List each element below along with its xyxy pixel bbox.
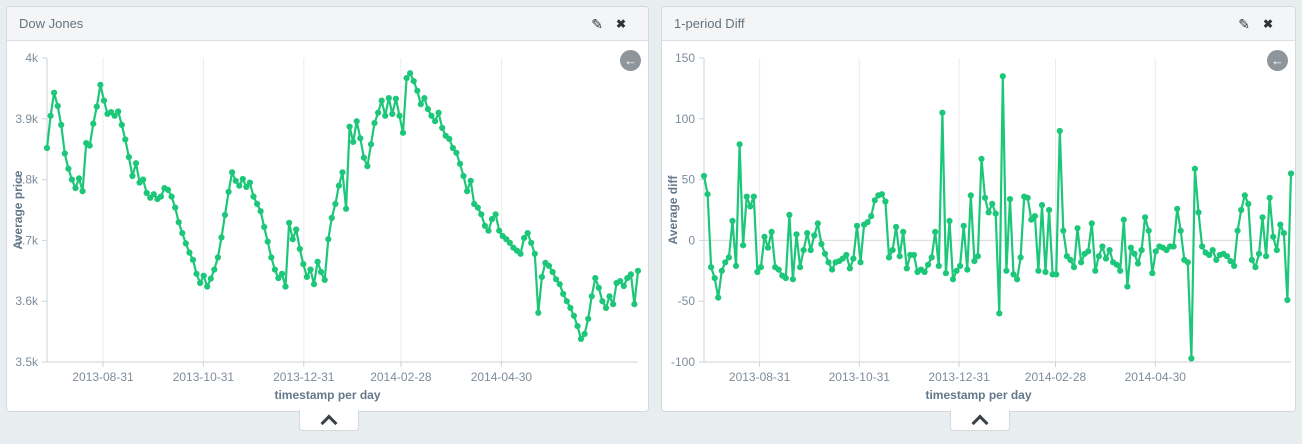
svg-text:-100: -100 [671, 355, 695, 369]
edit-panel-button[interactable]: ✎ [591, 17, 603, 31]
x-axis-label: timestamp per day [274, 388, 381, 402]
panel-title: 1-period Diff [674, 16, 745, 31]
x-axis-label: timestamp per day [925, 388, 1032, 402]
pencil-icon: ✎ [591, 15, 603, 32]
svg-text:0: 0 [688, 233, 695, 247]
svg-text:4k: 4k [25, 51, 39, 65]
svg-text:3.7k: 3.7k [15, 233, 39, 247]
history-back-button[interactable]: ← [1267, 50, 1288, 71]
panel-header: 1-period Diff ✎ ✖ [662, 7, 1295, 41]
svg-text:3.6k: 3.6k [15, 294, 39, 308]
pencil-icon: ✎ [1238, 15, 1250, 32]
svg-text:2013-10-31: 2013-10-31 [173, 370, 235, 384]
svg-text:2013-12-31: 2013-12-31 [928, 370, 990, 384]
svg-text:2014-04-30: 2014-04-30 [1125, 370, 1187, 384]
svg-text:2013-08-31: 2013-08-31 [72, 370, 134, 384]
panel-header: Dow Jones ✎ ✖ [7, 7, 648, 41]
history-back-button[interactable]: ← [620, 50, 641, 71]
chevron-up-icon [320, 414, 337, 431]
svg-text:3.9k: 3.9k [15, 112, 39, 126]
svg-text:3.8k: 3.8k [15, 173, 39, 187]
back-arrow-icon: ← [1271, 53, 1284, 68]
dashboard-panel-1-period-diff: 1-period Diff ✎ ✖ 2013-08-31 2013-10-31 20… [661, 6, 1296, 431]
svg-text:2014-02-28: 2014-02-28 [370, 370, 432, 384]
svg-text:100: 100 [675, 112, 695, 126]
chart-canvas[interactable]: 2013-08-31 2013-10-31 2013-12-31 2014-02-28… [7, 41, 648, 412]
svg-text:2013-08-31: 2013-08-31 [729, 370, 791, 384]
panel-title: Dow Jones [19, 16, 84, 31]
svg-text:2013-10-31: 2013-10-31 [829, 370, 891, 384]
svg-text:-50: -50 [678, 294, 696, 308]
chart-canvas[interactable]: 2013-08-31 2013-10-31 2013-12-31 2014-02-28… [662, 41, 1295, 412]
collapse-panel-button[interactable] [949, 410, 1010, 431]
panel-header-icons: ✎ ✖ [591, 17, 636, 31]
y-axis-label: Average price [11, 170, 25, 250]
collapse-panel-button[interactable] [298, 410, 359, 431]
svg-text:150: 150 [675, 51, 695, 65]
svg-text:2014-04-30: 2014-04-30 [471, 370, 533, 384]
back-arrow-icon: ← [624, 53, 637, 68]
y-axis-label: Average diff [666, 175, 680, 245]
chevron-up-icon [971, 414, 988, 431]
line-chart-1-period-diff[interactable]: 2013-08-31 2013-10-31 2013-12-31 2014-02-28… [662, 41, 1295, 412]
line-chart-dow-jones[interactable]: 2013-08-31 2013-10-31 2013-12-31 2014-02-28… [7, 41, 648, 412]
svg-text:2013-12-31: 2013-12-31 [273, 370, 335, 384]
panel-header-icons: ✎ ✖ [1238, 17, 1283, 31]
close-panel-button[interactable]: ✖ [1263, 18, 1273, 30]
close-panel-button[interactable]: ✖ [616, 18, 626, 30]
svg-text:2014-02-28: 2014-02-28 [1025, 370, 1087, 384]
close-icon: ✖ [615, 16, 626, 31]
edit-panel-button[interactable]: ✎ [1238, 17, 1250, 31]
close-icon: ✖ [1262, 16, 1273, 31]
dashboard-panel-dow-jones: Dow Jones ✎ ✖ 2013-08-31 2013-10-31 2013-1… [6, 6, 649, 431]
svg-text:3.5k: 3.5k [15, 355, 39, 369]
svg-text:50: 50 [682, 173, 696, 187]
